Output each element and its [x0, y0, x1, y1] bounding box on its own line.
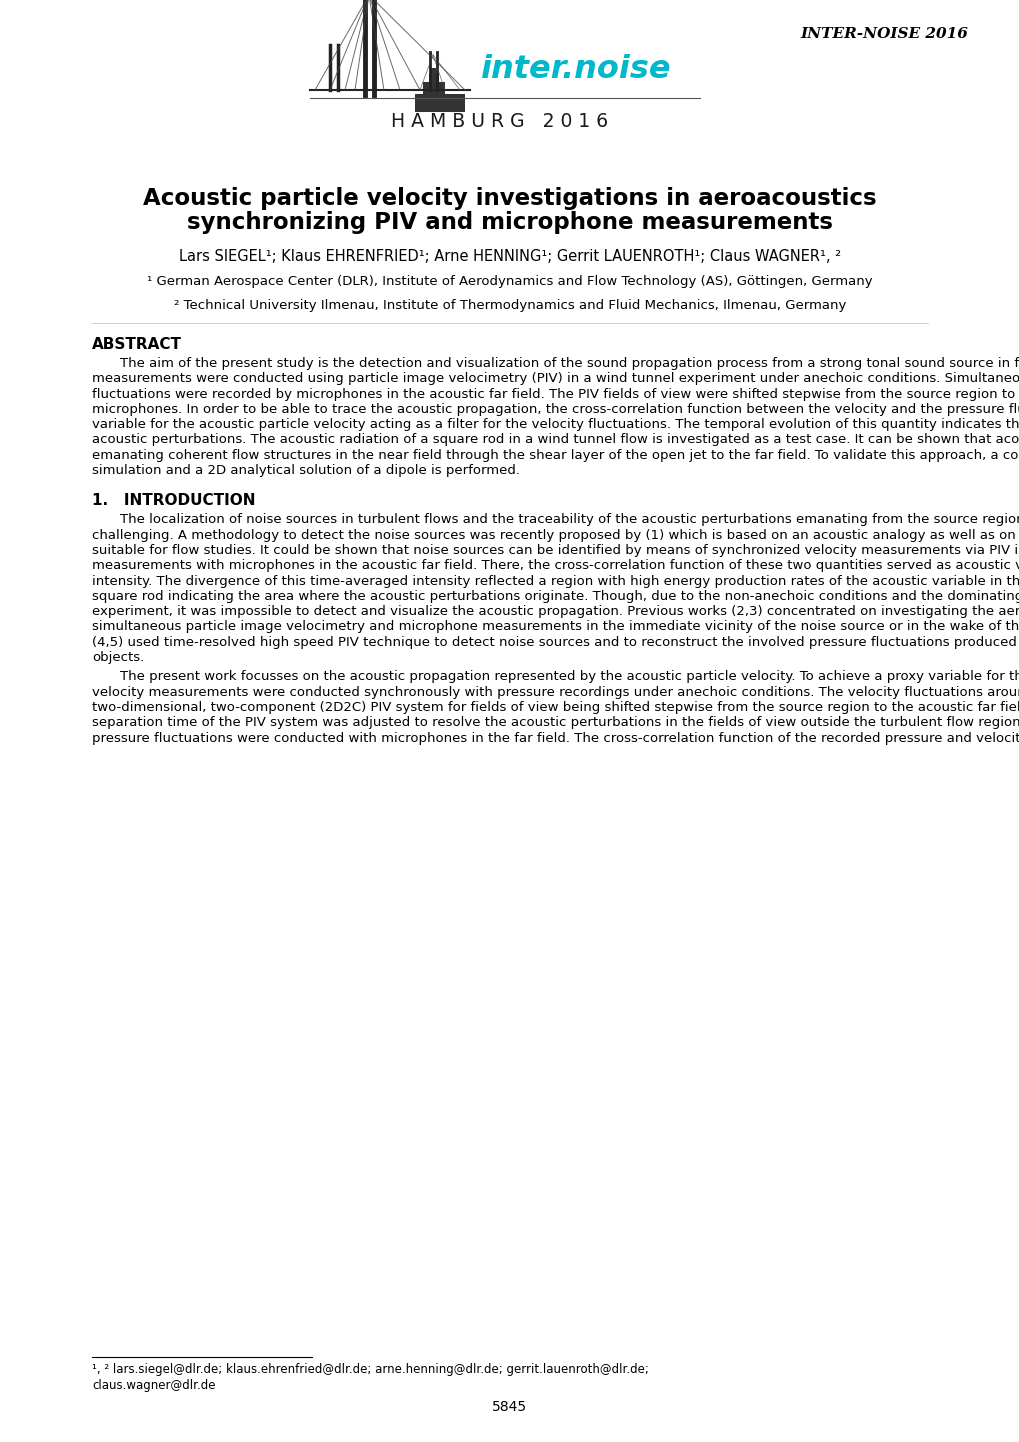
Text: variable for the acoustic particle velocity acting as a filter for the velocity : variable for the acoustic particle veloc…: [92, 418, 1019, 431]
Text: synchronizing PIV and microphone measurements: synchronizing PIV and microphone measure…: [186, 211, 833, 234]
Text: INTER-NOISE 2016: INTER-NOISE 2016: [799, 27, 967, 40]
Text: Lars SIEGEL¹; Klaus EHRENFRIED¹; Arne HENNING¹; Gerrit LAUENROTH¹; Claus WAGNER¹: Lars SIEGEL¹; Klaus EHRENFRIED¹; Arne HE…: [178, 249, 841, 264]
Text: 1.   INTRODUCTION: 1. INTRODUCTION: [92, 493, 255, 509]
Bar: [415, 94, 465, 112]
Bar: [429, 74, 438, 82]
Text: Acoustic particle velocity investigations in aeroacoustics: Acoustic particle velocity investigation…: [143, 187, 876, 211]
Text: simulation and a 2D analytical solution of a dipole is performed.: simulation and a 2D analytical solution …: [92, 464, 520, 477]
Text: velocity measurements were conducted synchronously with pressure recordings unde: velocity measurements were conducted syn…: [92, 686, 1019, 699]
Text: emanating coherent flow structures in the near field through the shear layer of : emanating coherent flow structures in th…: [92, 448, 1019, 461]
Bar: [431, 68, 435, 74]
Text: H A M B U R G   2 0 1 6: H A M B U R G 2 0 1 6: [391, 112, 608, 131]
Bar: [423, 82, 444, 94]
Text: ¹, ² lars.siegel@dlr.de; klaus.ehrenfried@dlr.de; arne.henning@dlr.de; gerrit.la: ¹, ² lars.siegel@dlr.de; klaus.ehrenfrie…: [92, 1363, 648, 1376]
Text: The localization of noise sources in turbulent flows and the traceability of the: The localization of noise sources in tur…: [120, 513, 1019, 526]
Text: ABSTRACT: ABSTRACT: [92, 337, 181, 352]
Text: claus.wagner@dlr.de: claus.wagner@dlr.de: [92, 1379, 215, 1392]
Text: two-dimensional, two-component (2D2C) PIV system for fields of view being shifte: two-dimensional, two-component (2D2C) PI…: [92, 701, 1019, 714]
Text: (4,5) used time-resolved high speed PIV technique to detect noise sources and to: (4,5) used time-resolved high speed PIV …: [92, 636, 1019, 649]
Text: measurements were conducted using particle image velocimetry (PIV) in a wind tun: measurements were conducted using partic…: [92, 372, 1019, 385]
Text: measurements with microphones in the acoustic far field. There, the cross-correl: measurements with microphones in the aco…: [92, 559, 1019, 572]
Text: microphones. In order to be able to trace the acoustic propagation, the cross-co: microphones. In order to be able to trac…: [92, 402, 1019, 415]
Text: suitable for flow studies. It could be shown that noise sources can be identifie: suitable for flow studies. It could be s…: [92, 544, 1019, 557]
Text: square rod indicating the area where the acoustic perturbations originate. Thoug: square rod indicating the area where the…: [92, 590, 1019, 603]
Text: separation time of the PIV system was adjusted to resolve the acoustic perturbat: separation time of the PIV system was ad…: [92, 717, 1019, 730]
Text: simultaneous particle image velocimetry and microphone measurements in the immed: simultaneous particle image velocimetry …: [92, 620, 1019, 633]
Text: fluctuations were recorded by microphones in the acoustic far field. The PIV fie: fluctuations were recorded by microphone…: [92, 388, 1019, 401]
Text: 5845: 5845: [492, 1400, 527, 1415]
Text: ¹ German Aerospace Center (DLR), Institute of Aerodynamics and Flow Technology (: ¹ German Aerospace Center (DLR), Institu…: [147, 275, 872, 288]
Text: The present work focusses on the acoustic propagation represented by the acousti: The present work focusses on the acousti…: [120, 671, 1019, 684]
Text: challenging. A methodology to detect the noise sources was recently proposed by : challenging. A methodology to detect the…: [92, 529, 1019, 542]
Text: acoustic perturbations. The acoustic radiation of a square rod in a wind tunnel : acoustic perturbations. The acoustic rad…: [92, 434, 1019, 447]
Text: inter.noise: inter.noise: [480, 55, 669, 85]
Text: pressure fluctuations were conducted with microphones in the far field. The cros: pressure fluctuations were conducted wit…: [92, 731, 1019, 744]
Text: The aim of the present study is the detection and visualization of the sound pro: The aim of the present study is the dete…: [120, 358, 1019, 371]
Text: intensity. The divergence of this time-averaged intensity reflected a region wit: intensity. The divergence of this time-a…: [92, 574, 1019, 587]
Text: experiment, it was impossible to detect and visualize the acoustic propagation. : experiment, it was impossible to detect …: [92, 606, 1019, 619]
Text: objects.: objects.: [92, 652, 144, 665]
Text: ² Technical University Ilmenau, Institute of Thermodynamics and Fluid Mechanics,: ² Technical University Ilmenau, Institut…: [173, 298, 846, 311]
